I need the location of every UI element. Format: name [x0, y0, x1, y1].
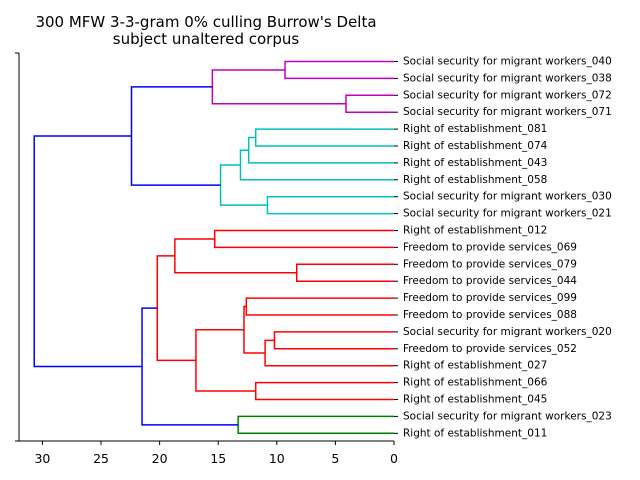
x-tick-label: 5 — [331, 451, 339, 466]
x-tick-label: 15 — [210, 451, 226, 466]
leaf-label: Right of establishment_027 — [403, 360, 547, 372]
x-tick-label: 0 — [390, 451, 398, 466]
leaf-label: Freedom to provide services_044 — [403, 275, 577, 287]
leaf-label: Right of establishment_011 — [403, 427, 547, 439]
leaf-label: Right of establishment_066 — [403, 377, 548, 389]
dendrogram-link-7 — [219, 164, 268, 206]
dendrogram-link-14 — [264, 339, 394, 367]
dendrogram-link-6 — [266, 195, 394, 215]
chart-subtitle: subject unaltered corpus — [113, 30, 300, 48]
x-tick-label: 20 — [152, 451, 168, 466]
leaf-label: Right of establishment_045 — [403, 394, 547, 406]
leaf-label: Social security for migrant workers_071 — [403, 106, 612, 118]
dendrogram-link-11 — [174, 238, 297, 274]
dendrogram-link-15 — [243, 305, 266, 354]
dendrogram-link-4 — [247, 136, 394, 164]
dendrogram-link-20 — [141, 307, 239, 426]
leaf-label: Right of establishment_012 — [403, 225, 547, 237]
dendrogram-link-1 — [345, 94, 394, 113]
leaf-label: Social security for migrant workers_040 — [403, 56, 612, 68]
x-tick-label: 10 — [269, 451, 285, 466]
dendrogram-link-16 — [254, 381, 394, 401]
dendrogram-link-3 — [254, 128, 394, 147]
x-tick-label: 30 — [34, 451, 50, 466]
leaf-label: Right of establishment_081 — [403, 123, 547, 135]
leaf-label: Social security for migrant workers_030 — [403, 191, 612, 203]
dendrogram-link-17 — [195, 329, 256, 392]
leaf-labels: Social security for migrant workers_040 S… — [403, 56, 612, 440]
leaf-label: Freedom to provide services_069 — [403, 241, 577, 253]
dendrogram-link-18 — [156, 255, 196, 362]
leaf-label: Social security for migrant workers_023 — [403, 410, 612, 422]
dendrogram-link-10 — [295, 263, 394, 282]
dendrogram-links — [33, 60, 394, 435]
dendrogram-link-13 — [273, 331, 394, 350]
chart-title: 300 MFW 3-3-gram 0% culling Burrow's Del… — [35, 13, 376, 31]
leaf-label: Right of establishment_043 — [403, 157, 547, 169]
dendrogram-link-19 — [237, 415, 394, 435]
leaf-label: Social security for migrant workers_020 — [403, 326, 612, 338]
leaf-label: Freedom to provide services_088 — [403, 309, 577, 321]
dendrogram-link-21 — [33, 135, 143, 368]
leaf-label: Right of establishment_058 — [403, 174, 547, 186]
dendrogram-link-8 — [130, 86, 221, 186]
dendrogram-link-5 — [239, 149, 394, 181]
leaf-label: Social security for migrant workers_072 — [403, 89, 612, 101]
leaf-label: Freedom to provide services_099 — [403, 292, 577, 304]
leaf-label: Freedom to provide services_052 — [403, 343, 577, 355]
dendrogram-link-12 — [245, 297, 394, 316]
x-axis-ticks: 30 25 20 15 10 5 0 — [34, 441, 398, 466]
dendrogram-link-2 — [211, 69, 346, 105]
leaf-label: Social security for migrant workers_021 — [403, 208, 612, 220]
x-tick-label: 25 — [93, 451, 109, 466]
axes — [15, 52, 398, 442]
leaf-label: Freedom to provide services_079 — [403, 258, 577, 270]
leaf-label: Right of establishment_074 — [403, 140, 548, 152]
dendrogram-link-9 — [213, 229, 394, 249]
leaf-label: Social security for migrant workers_038 — [403, 72, 612, 84]
dendrogram-link-0 — [284, 60, 394, 80]
